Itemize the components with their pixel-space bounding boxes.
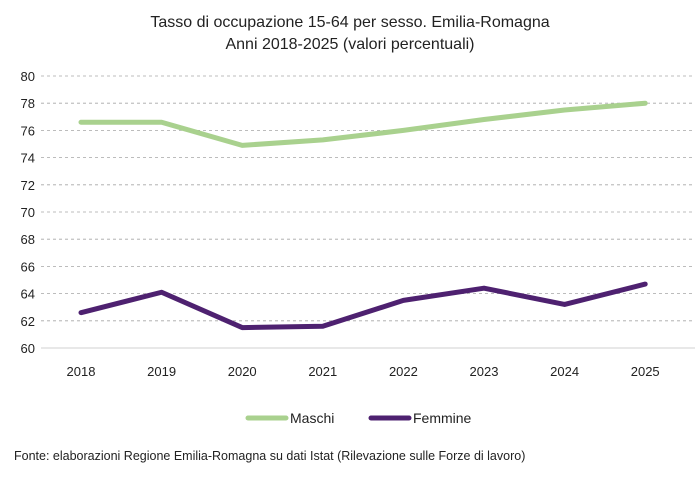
y-tick-label: 80 — [21, 69, 35, 84]
y-tick-label: 64 — [21, 287, 35, 302]
x-tick-label: 2020 — [228, 364, 257, 379]
x-tick-label: 2022 — [389, 364, 418, 379]
y-tick-label: 76 — [21, 123, 35, 138]
legend-label: Femmine — [413, 410, 472, 426]
x-tick-label: 2024 — [550, 364, 579, 379]
y-tick-label: 78 — [21, 96, 35, 111]
x-tick-label: 2018 — [67, 364, 96, 379]
y-tick-label: 68 — [21, 232, 35, 247]
legend-label: Maschi — [290, 410, 334, 426]
x-tick-label: 2021 — [308, 364, 337, 379]
chart-title: Tasso di occupazione 15-64 per sesso. Em… — [150, 14, 550, 31]
series-line-femmine — [78, 281, 648, 331]
x-tick-label: 2019 — [147, 364, 176, 379]
y-tick-label: 66 — [21, 259, 35, 274]
x-tick-label: 2025 — [631, 364, 660, 379]
y-tick-label: 60 — [21, 341, 35, 356]
y-tick-label: 62 — [21, 314, 35, 329]
chart-subtitle: Anni 2018-2025 (valori percentuali) — [225, 36, 475, 53]
series-line-maschi — [78, 100, 648, 148]
y-tick-label: 72 — [21, 178, 35, 193]
source-note: Fonte: elaborazioni Regione Emilia-Romag… — [14, 449, 526, 463]
x-tick-label: 2023 — [470, 364, 499, 379]
y-tick-label: 70 — [21, 205, 35, 220]
y-tick-label: 74 — [21, 151, 35, 166]
